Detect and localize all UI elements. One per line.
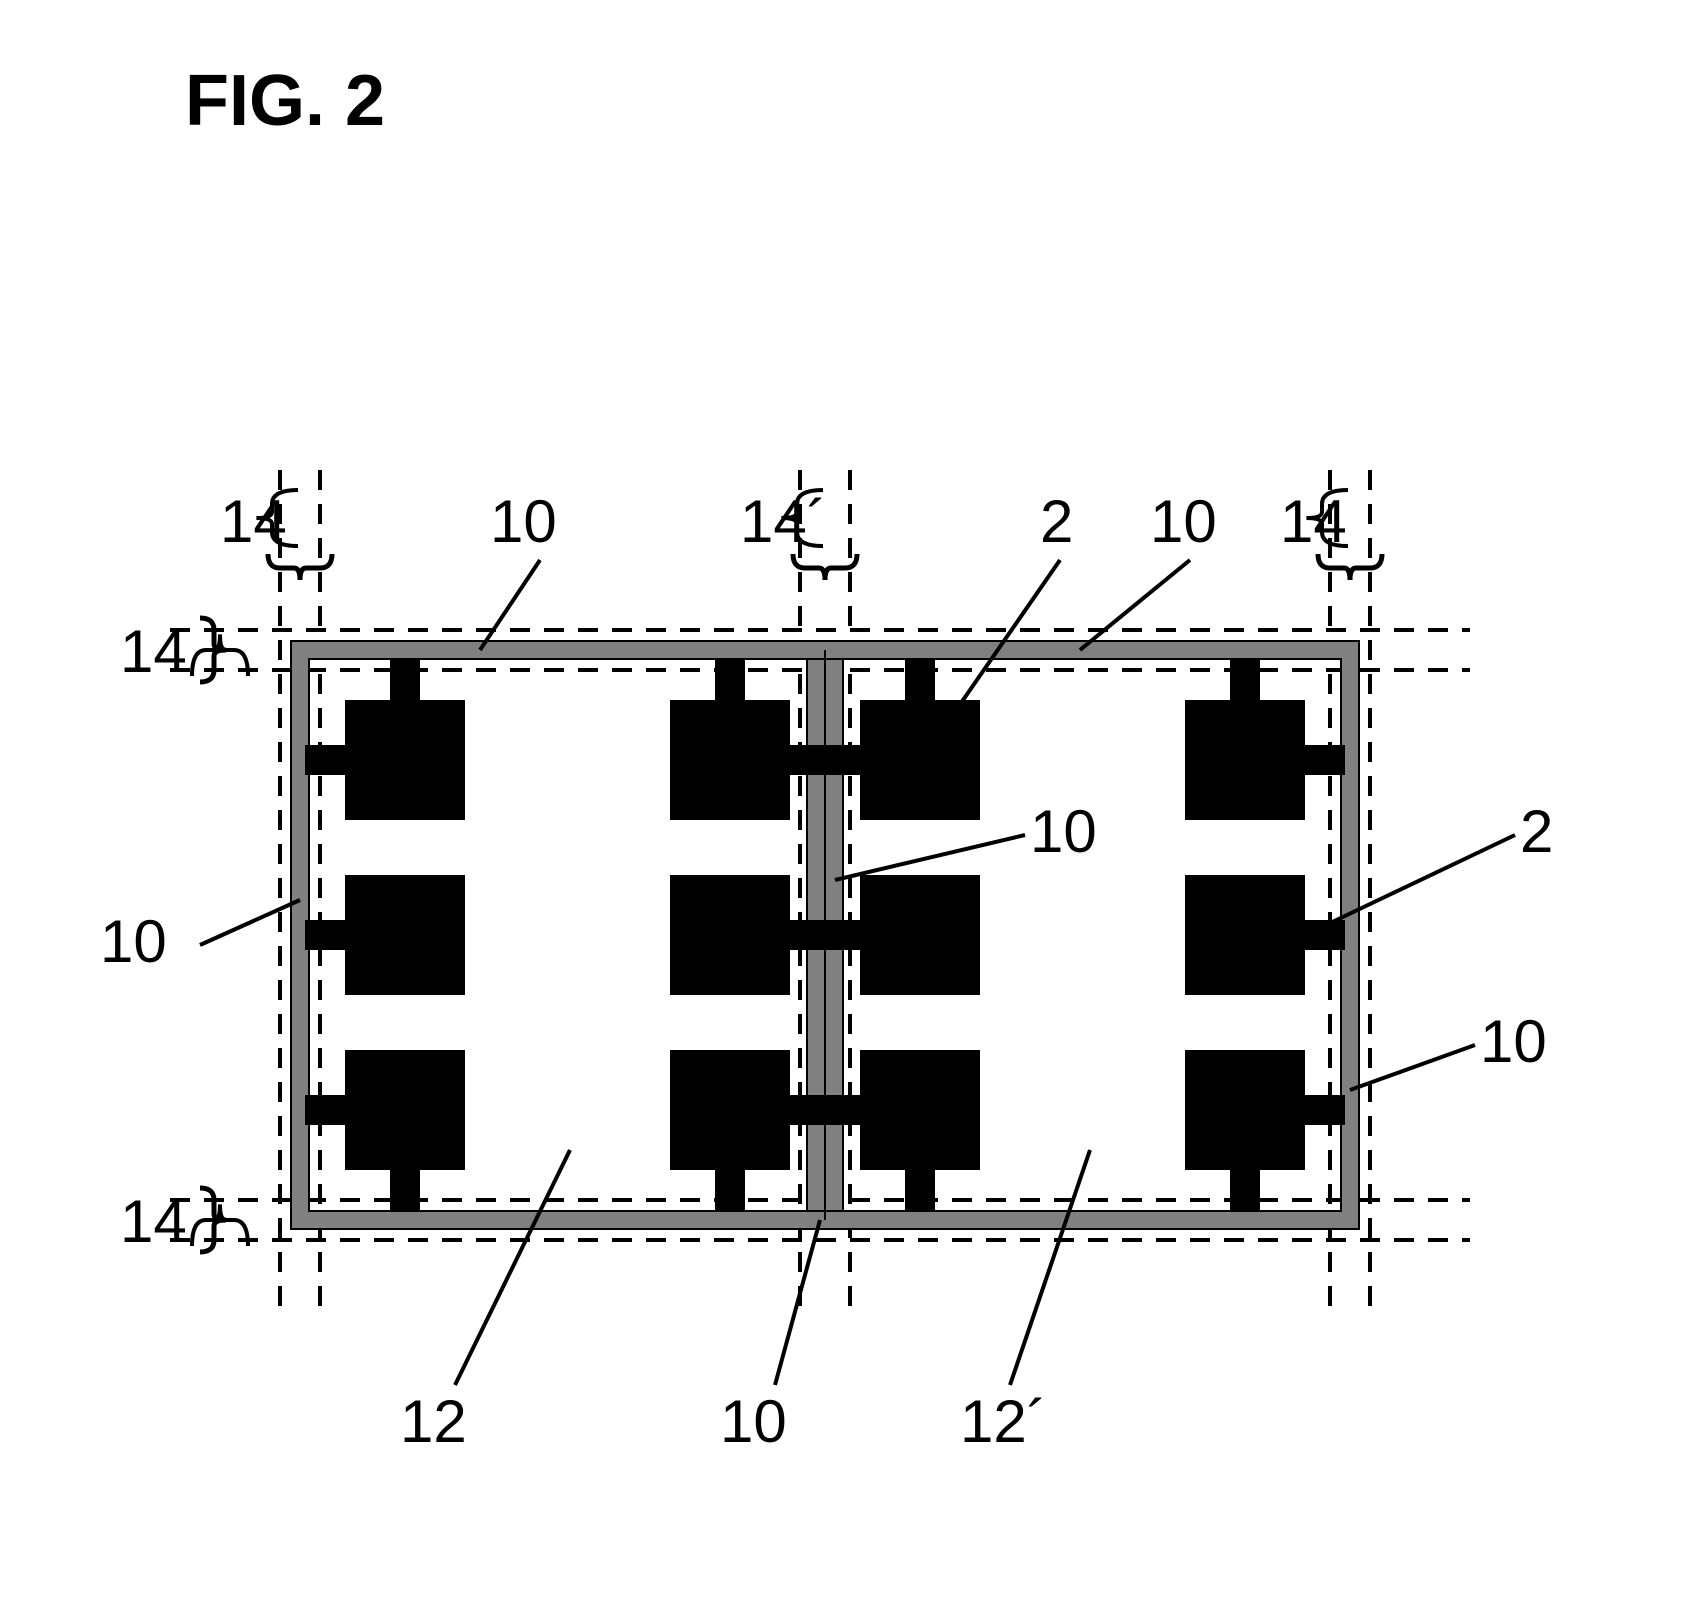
label-l14_tl: 14 bbox=[220, 488, 287, 555]
label-l10_b: 10 bbox=[720, 1388, 787, 1455]
label-l12p_b: 12´ bbox=[960, 1388, 1047, 1455]
label-l2_r: 2 bbox=[1520, 798, 1553, 865]
label-l10_tr: 10 bbox=[1150, 488, 1217, 555]
label-l2_tr: 2 bbox=[1040, 488, 1073, 555]
figure-svg: 141014´2101414101410210121012´ bbox=[0, 0, 1693, 1602]
label-l10_l: 10 bbox=[100, 908, 167, 975]
figure-canvas: FIG. 2 141014´2101414101410210121012´ bbox=[0, 0, 1693, 1602]
label-l10_r: 10 bbox=[1480, 1008, 1547, 1075]
label-l10_top: 10 bbox=[490, 488, 557, 555]
label-l14_l2: 14 bbox=[120, 1188, 187, 1255]
label-l14_l1: 14 bbox=[120, 618, 187, 685]
label-l10_mid: 10 bbox=[1030, 798, 1097, 865]
label-l12_b: 12 bbox=[400, 1388, 467, 1455]
